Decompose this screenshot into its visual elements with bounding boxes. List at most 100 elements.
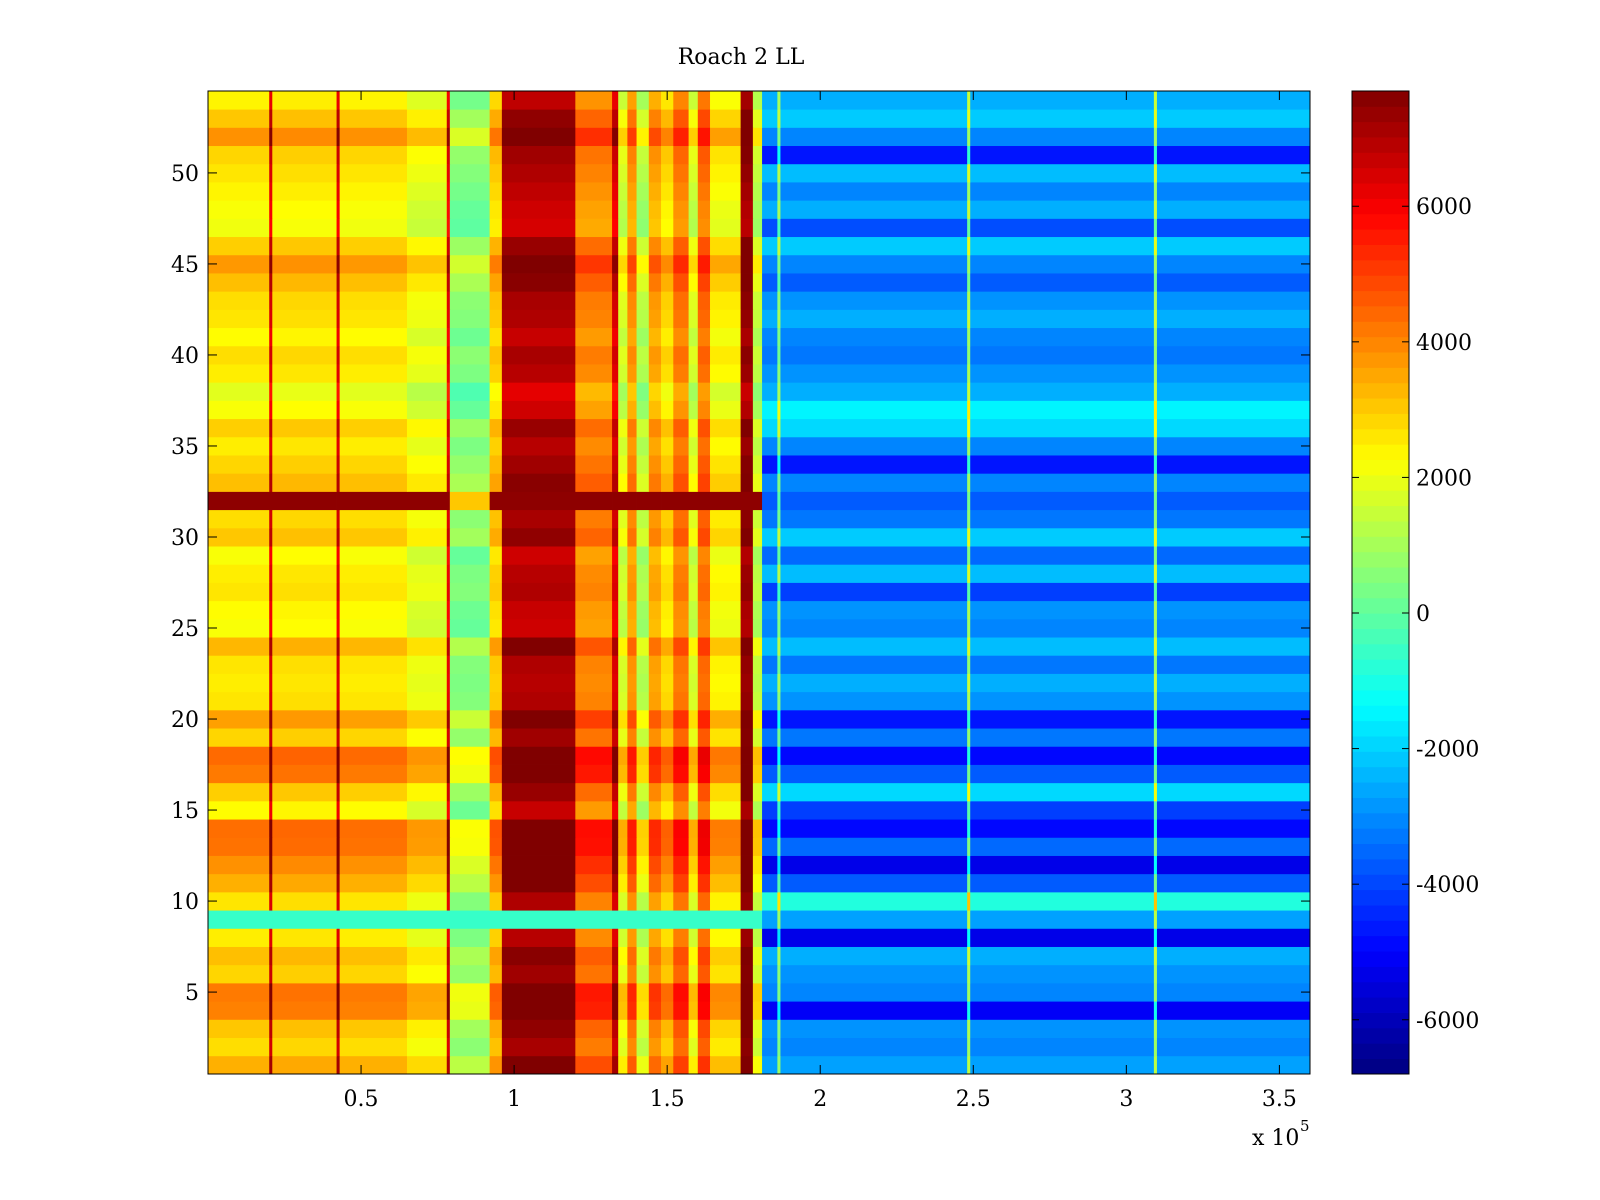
heatmap-cell (618, 163, 628, 183)
heatmap-cell (575, 436, 613, 456)
heatmap-cell (636, 400, 650, 420)
heatmap-cell (406, 600, 448, 620)
heatmap-cell (489, 637, 503, 656)
heatmap-cell (208, 600, 270, 620)
heatmap-cell (336, 473, 341, 492)
heatmap-cell (697, 928, 711, 947)
heatmap-cell (269, 418, 273, 438)
heatmap-cell (339, 145, 408, 165)
heatmap-cell (446, 364, 451, 383)
heatmap-cell (648, 455, 662, 474)
heatmap-cell (489, 254, 503, 274)
heatmap-cell (673, 746, 689, 765)
heatmap-cell (501, 764, 576, 784)
heatmap-cell (269, 764, 273, 784)
heatmap-cell (710, 582, 742, 602)
heatmap-cell (1156, 982, 1311, 1002)
heatmap-cell (406, 891, 448, 911)
colorbar-swatch (1352, 720, 1409, 737)
heatmap-cell (710, 982, 742, 1002)
heatmap-cell (612, 1037, 619, 1057)
heatmap-cell (269, 491, 273, 511)
heatmap-cell (740, 764, 754, 784)
heatmap-cell (501, 254, 576, 274)
heatmap-cell (406, 254, 448, 274)
heatmap-cell (406, 764, 448, 784)
heatmap-cell (697, 746, 711, 765)
heatmap-cell (272, 546, 337, 565)
heatmap-cell (740, 691, 754, 711)
heatmap-cell (618, 637, 628, 656)
heatmap-cell (661, 182, 674, 201)
heatmap-cell (618, 491, 628, 511)
heatmap-cell (636, 1037, 650, 1057)
heatmap-cell (612, 163, 619, 183)
heatmap-cell (648, 327, 662, 347)
heatmap-cell (208, 1001, 270, 1020)
heatmap-cell (661, 527, 674, 547)
heatmap-cell (272, 891, 337, 911)
heatmap-cell (752, 291, 763, 310)
heatmap-cell (618, 800, 628, 820)
heatmap-cell (618, 964, 628, 984)
heatmap-cell (501, 291, 576, 310)
colorbar-swatch (1352, 259, 1409, 276)
colorbar-swatch (1352, 843, 1409, 860)
heatmap-cell (269, 327, 273, 347)
heatmap-cell (336, 327, 341, 347)
heatmap-cell (406, 218, 448, 238)
y-tick-label: 25 (171, 617, 199, 642)
heatmap-cell (618, 200, 628, 219)
heatmap-cell (406, 673, 448, 693)
heatmap-cell (673, 1037, 689, 1057)
heatmap-cell (501, 564, 576, 583)
heatmap-cell (612, 800, 619, 820)
heatmap-cell (269, 709, 273, 729)
heatmap-cell (612, 564, 619, 583)
heatmap-cell (636, 982, 650, 1002)
heatmap-cell (636, 145, 650, 165)
heatmap-cell (446, 1055, 451, 1075)
heatmap-cell (449, 254, 491, 274)
colorbar-swatch (1352, 674, 1409, 691)
heatmap-cell (612, 218, 619, 238)
heatmap-cell (627, 145, 637, 165)
heatmap-cell (752, 910, 763, 929)
heatmap-cell (697, 982, 711, 1002)
heatmap-cell (449, 618, 491, 638)
heatmap-cell (627, 309, 637, 329)
heatmap-cell (1156, 564, 1311, 583)
heatmap-cell (618, 618, 628, 638)
heatmap-cell (661, 546, 674, 565)
heatmap-cell (780, 91, 968, 110)
heatmap-cell (762, 182, 778, 201)
heatmap-cell (489, 455, 503, 474)
heatmap-cell (575, 254, 613, 274)
heatmap-cell (446, 1037, 451, 1057)
heatmap-cell (618, 273, 628, 292)
heatmap-cell (752, 1001, 763, 1020)
heatmap-cell (208, 709, 270, 729)
heatmap-cell (269, 1019, 273, 1038)
heatmap-cell (269, 746, 273, 765)
heatmap-cell (673, 473, 689, 492)
heatmap-cell (752, 782, 763, 802)
heatmap-cell (970, 1019, 1155, 1038)
heatmap-cell (688, 400, 699, 420)
heatmap-cell (446, 837, 451, 856)
heatmap-cell (272, 655, 337, 674)
heatmap-cell (336, 819, 341, 838)
heatmap-cell (780, 600, 968, 620)
heatmap-cell (636, 891, 650, 911)
heatmap-cell (336, 109, 341, 128)
colorbar-swatch (1352, 306, 1409, 322)
heatmap-cell (1156, 618, 1311, 638)
colorbar-swatch (1352, 474, 1409, 491)
heatmap-cell (710, 309, 742, 329)
heatmap-cell (1156, 873, 1311, 893)
heatmap-cell (612, 910, 619, 929)
heatmap-cell (627, 764, 637, 784)
heatmap-cell (777, 728, 781, 747)
heatmap-cell (339, 127, 408, 147)
heatmap-cell (673, 218, 689, 238)
